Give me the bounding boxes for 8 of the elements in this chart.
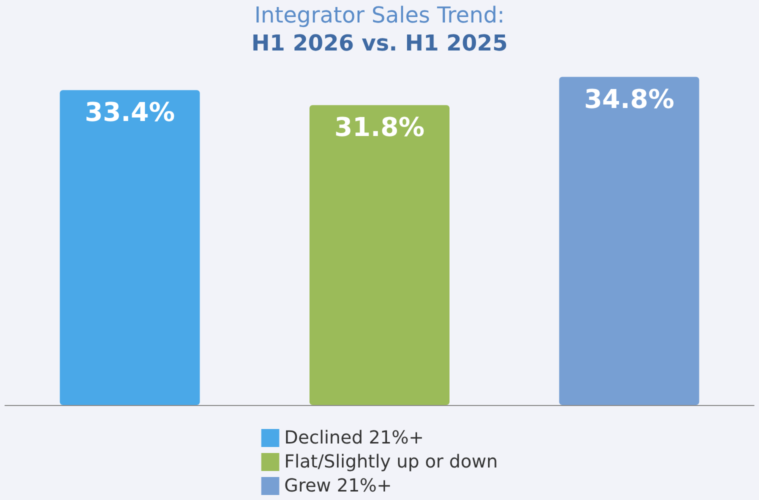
legend-label: Declined 21%+ <box>284 428 424 448</box>
data-label: 34.8% <box>584 84 674 115</box>
data-label: 31.8% <box>334 113 425 144</box>
data-label: 33.4% <box>84 98 175 128</box>
legend-label: Flat/Slightly up or down <box>284 452 498 472</box>
chart-subtitle: H1 2026 vs. H1 2025 <box>251 32 508 56</box>
legend-label: Grew 21%+ <box>284 476 392 496</box>
chart-title: Integrator Sales Trend: <box>254 4 505 28</box>
